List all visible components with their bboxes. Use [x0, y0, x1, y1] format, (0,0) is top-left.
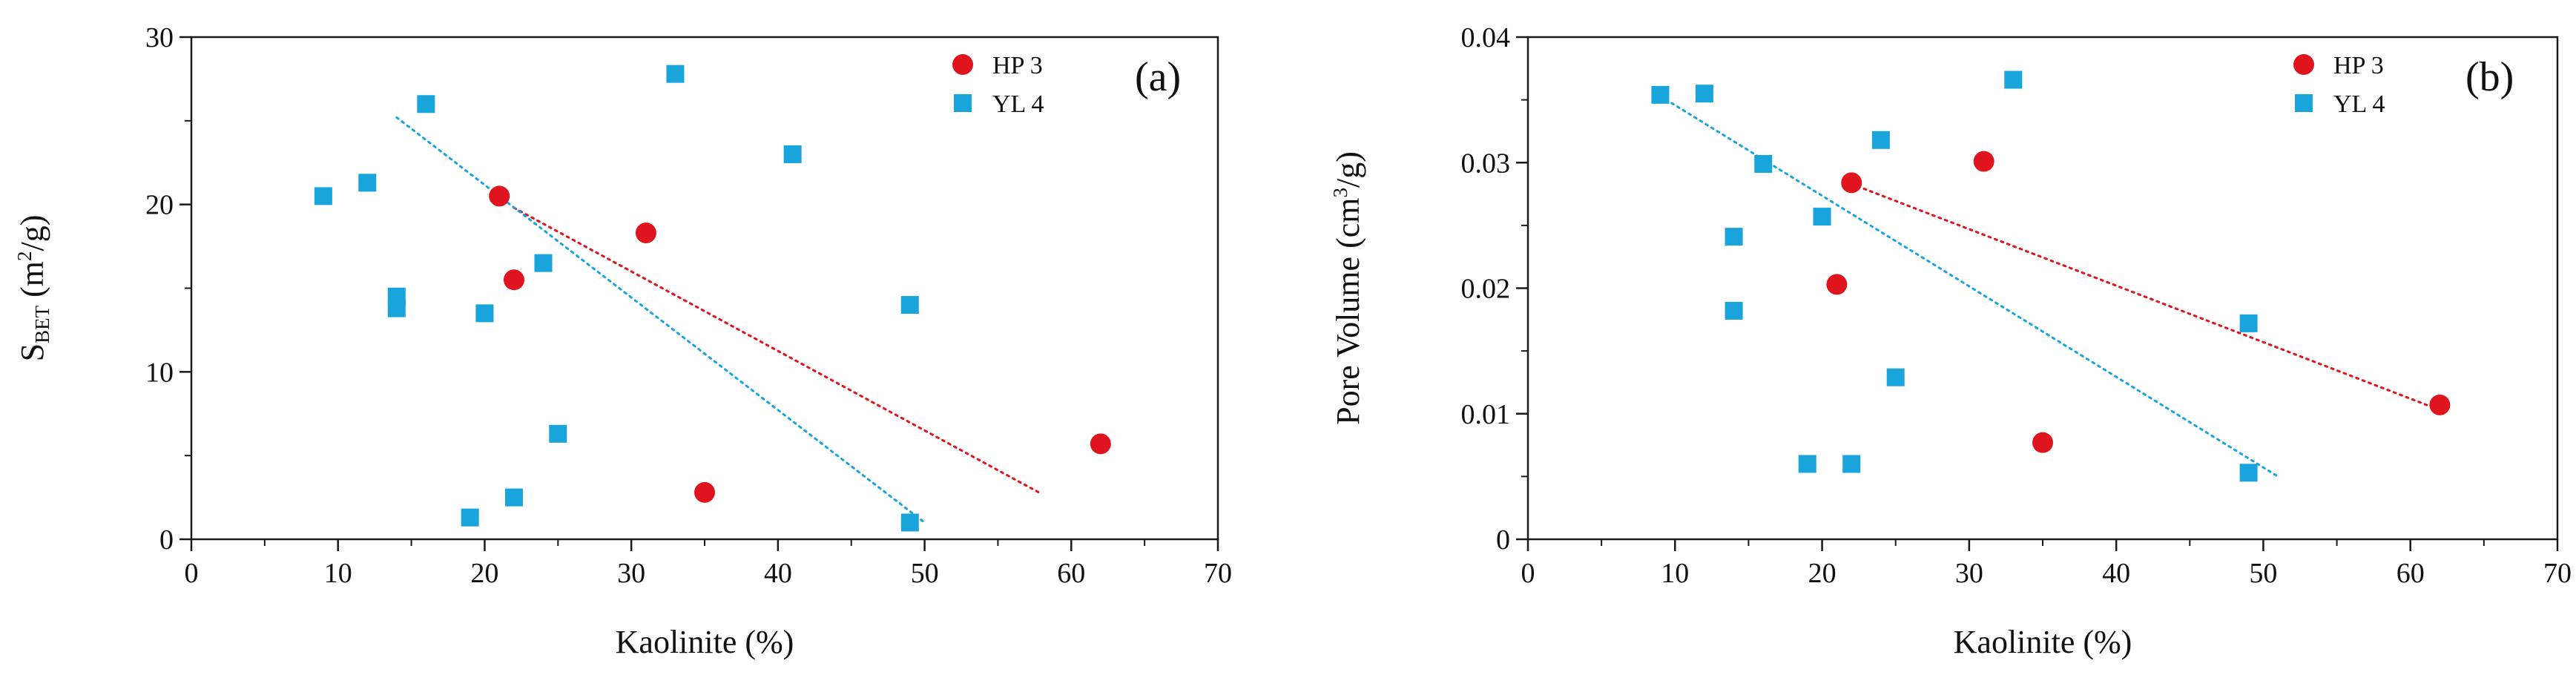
y-axis-label: Pore Volume (cm3/g) — [1329, 151, 1366, 425]
y-tick-label: 10 — [145, 357, 174, 388]
data-point-hp-3 — [2429, 394, 2451, 415]
data-point-yl-4 — [1725, 301, 1743, 320]
x-tick-label: 50 — [911, 558, 939, 589]
data-point-yl-4 — [475, 304, 494, 323]
x-tick-label: 30 — [617, 558, 645, 589]
x-tick-label: 60 — [1057, 558, 1085, 589]
data-point-yl-4 — [2004, 70, 2023, 89]
legend-marker-yl-4 — [954, 94, 972, 112]
y-tick-label: 0.04 — [1461, 22, 1511, 53]
data-point-hp-3 — [1090, 433, 1111, 455]
y-tick-label: 0 — [1496, 524, 1510, 556]
panel-label: (a) — [1135, 54, 1181, 100]
y-axis-label-base: Pore Volume (cm — [1330, 198, 1366, 425]
trendline-hp-3 — [513, 206, 1044, 495]
x-tick-label: 0 — [1521, 558, 1535, 589]
x-tick-label: 60 — [2397, 558, 2425, 589]
trendline-yl-4 — [395, 116, 926, 524]
y-tick-label: 20 — [145, 190, 174, 221]
data-point-yl-4 — [1725, 228, 1743, 246]
data-point-yl-4 — [1871, 131, 1890, 149]
data-point-yl-4 — [504, 488, 523, 507]
x-tick-label: 10 — [324, 558, 352, 589]
y-tick-label: 0.03 — [1461, 148, 1511, 179]
y-axis-label-superscript: 3 — [1329, 188, 1351, 198]
data-point-yl-4 — [783, 145, 802, 163]
legend-label-yl-4: YL 4 — [2333, 90, 2385, 118]
y-axis-label-subscript: BET — [31, 305, 53, 343]
y-tick-label: 0.02 — [1461, 274, 1511, 305]
legend-marker-yl-4 — [2295, 94, 2313, 112]
data-point-hp-3 — [1973, 151, 1994, 172]
x-tick-label: 0 — [185, 558, 199, 589]
chart-panel-0: 0 10 20 30 40 50 60 70 0 10 20 30 Kaolinite (%) SBET … — [13, 22, 1232, 660]
data-point-yl-4 — [1651, 85, 1670, 104]
data-point-yl-4 — [1842, 455, 1861, 473]
data-point-yl-4 — [1813, 208, 1831, 226]
y-axis-label: SBET (m2/g) — [13, 215, 53, 362]
data-point-yl-4 — [534, 254, 553, 272]
x-tick-label: 30 — [1955, 558, 1983, 589]
y-axis-label-open: (m — [14, 261, 50, 306]
x-tick-label: 70 — [1204, 558, 1232, 589]
y-axis-label-base: S — [14, 343, 50, 361]
y-tick-label: 0.01 — [1461, 399, 1511, 430]
x-tick-label: 40 — [2102, 558, 2130, 589]
data-point-yl-4 — [666, 65, 685, 83]
plot-frame — [190, 36, 1219, 541]
x-axis-label: Kaolinite (%) — [616, 624, 794, 660]
data-point-yl-4 — [314, 187, 332, 205]
trendline-yl-4 — [1658, 95, 2279, 478]
x-axis-label: Kaolinite (%) — [1954, 624, 2132, 660]
data-point-hp-3 — [694, 481, 715, 503]
x-tick-label: 20 — [470, 558, 498, 589]
x-tick-label: 40 — [764, 558, 792, 589]
data-point-yl-4 — [461, 508, 479, 527]
data-point-hp-3 — [635, 223, 656, 244]
data-point-yl-4 — [1754, 154, 1773, 173]
legend-marker-hp-3 — [952, 54, 973, 75]
data-point-hp-3 — [1841, 172, 1862, 194]
legend-label-hp-3: HP 3 — [992, 52, 1043, 79]
legend-label-yl-4: YL 4 — [992, 90, 1044, 118]
y-axis-label-superscript: 2 — [13, 251, 36, 262]
data-point-yl-4 — [1886, 368, 1905, 386]
data-point-yl-4 — [1798, 455, 1816, 473]
panel-label: (b) — [2465, 54, 2514, 100]
y-tick-label: 0 — [159, 524, 174, 556]
x-tick-label: 70 — [2543, 558, 2572, 589]
legend-label-hp-3: HP 3 — [2333, 52, 2384, 79]
data-point-yl-4 — [900, 296, 919, 315]
y-tick-label: 30 — [145, 22, 174, 53]
data-point-yl-4 — [2239, 464, 2258, 482]
data-point-hp-3 — [503, 269, 524, 291]
chart-panel-1: 0 10 20 30 40 50 60 70 0 0.01 0.02 0.03 0.04 Kaolinit… — [1329, 22, 2572, 660]
data-point-hp-3 — [489, 185, 510, 207]
legend-marker-hp-3 — [2293, 54, 2314, 75]
data-point-yl-4 — [387, 299, 406, 317]
plot-frame — [1526, 36, 2559, 541]
y-axis-label-close: /g) — [1330, 151, 1366, 188]
x-tick-label: 20 — [1808, 558, 1837, 589]
trendline-hp-3 — [1850, 182, 2441, 412]
data-point-hp-3 — [2032, 432, 2053, 453]
y-axis-label-close: /g) — [14, 215, 50, 251]
data-point-yl-4 — [417, 95, 435, 113]
x-tick-label: 50 — [2249, 558, 2277, 589]
data-point-yl-4 — [900, 513, 919, 532]
data-point-yl-4 — [549, 424, 567, 443]
data-point-hp-3 — [1826, 274, 1848, 295]
x-tick-label: 10 — [1661, 558, 1689, 589]
data-point-yl-4 — [2239, 314, 2258, 332]
data-point-yl-4 — [358, 174, 377, 192]
data-point-yl-4 — [1695, 85, 1713, 103]
